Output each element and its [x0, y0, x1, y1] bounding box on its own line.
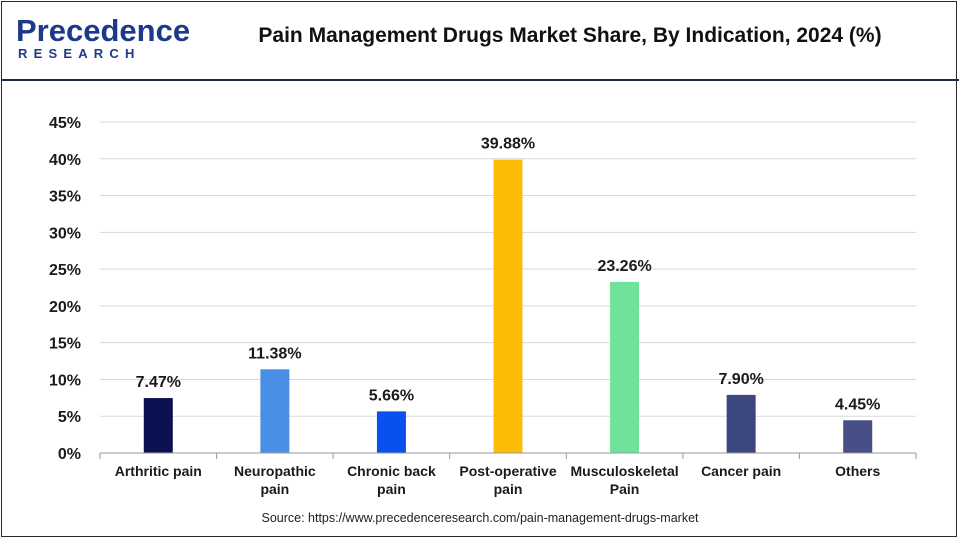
x-axis-labels: Arthritic pain Neuropathic pain Chronic bac… [115, 463, 881, 497]
brand-subtitle: RESEARCH [18, 46, 141, 61]
x-tick-label: pain [260, 481, 289, 497]
bar [493, 159, 523, 453]
y-tick-label: 40% [49, 152, 81, 169]
y-tick-label: 35% [49, 189, 81, 206]
data-label: 11.38% [248, 345, 301, 362]
source-note: Source: https://www.precedenceresearch.c… [261, 511, 699, 525]
y-tick-label: 5% [58, 409, 81, 426]
x-tick-label: Pain [610, 481, 640, 497]
y-tick-label: 20% [49, 299, 81, 316]
y-tick-label: 10% [49, 372, 81, 389]
header-divider [1, 79, 959, 81]
x-tick-label: Neuropathic [234, 463, 316, 479]
header: Precedence RESEARCH Pain Management Drug… [0, 0, 960, 80]
chart-title: Pain Management Drugs Market Share, By I… [258, 24, 882, 47]
y-tick-label: 45% [49, 115, 81, 132]
y-axis-ticks: 0% 5% 10% 15% 20% 25% 30% 35% 40% 45% [49, 115, 81, 463]
y-tick-label: 30% [49, 225, 81, 242]
x-tick-label: pain [377, 481, 406, 497]
data-label: 7.90% [718, 371, 763, 388]
data-label: 7.47% [136, 374, 181, 391]
x-tick-label: Arthritic pain [115, 463, 202, 479]
brand-name: Precedence [16, 13, 191, 48]
x-tick-label: Others [835, 463, 880, 479]
x-tick-label: Cancer pain [701, 463, 781, 479]
x-tick-label: Post-operative [459, 463, 556, 479]
bar [610, 281, 640, 453]
bar [260, 369, 290, 453]
y-tick-label: 0% [58, 446, 81, 463]
x-tick-label: Chronic back [347, 463, 436, 479]
data-label: 39.88% [481, 136, 535, 153]
bar [843, 420, 873, 453]
bar [143, 398, 173, 453]
data-label: 5.66% [369, 387, 414, 404]
x-axis [99, 452, 917, 459]
bar [376, 411, 406, 453]
value-labels: 7.47% 11.38% 5.66% 39.88% 23.26% 7.90% 4.45% [136, 136, 881, 414]
bar [726, 394, 756, 453]
data-label: 4.45% [835, 396, 880, 413]
brand-logo: Precedence RESEARCH [16, 14, 190, 64]
x-tick-label: Musculoskeletal [570, 463, 678, 479]
x-tick-label: pain [494, 481, 523, 497]
y-tick-label: 15% [49, 336, 81, 353]
y-tick-label: 25% [49, 262, 81, 279]
bars [143, 159, 873, 453]
data-label: 23.26% [597, 258, 651, 275]
